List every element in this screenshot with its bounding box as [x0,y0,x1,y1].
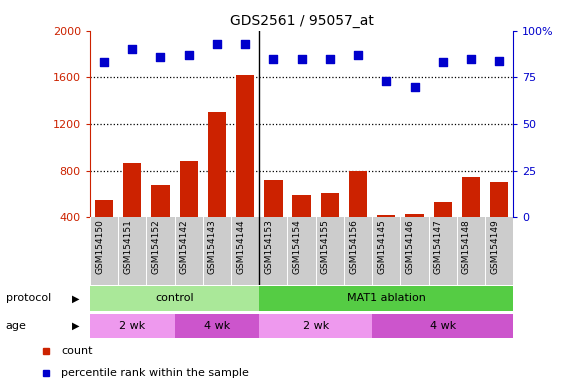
Text: control: control [155,293,194,303]
Point [325,56,335,62]
Bar [462,177,480,264]
Bar [292,195,311,264]
Text: GSM154152: GSM154152 [151,219,161,274]
Text: ▶: ▶ [72,321,79,331]
Text: GSM154144: GSM154144 [236,219,245,274]
Text: age: age [6,321,27,331]
Text: protocol: protocol [6,293,51,303]
Point [466,56,476,62]
Bar [490,182,508,264]
Bar [180,161,198,264]
Bar [434,202,452,264]
Bar [90,286,259,311]
Text: GSM154142: GSM154142 [180,219,189,274]
Bar [95,200,113,264]
Text: GSM154156: GSM154156 [349,219,358,274]
Point [297,56,306,62]
Bar [123,162,142,264]
Text: percentile rank within the sample: percentile rank within the sample [61,368,249,378]
Text: GSM154148: GSM154148 [462,219,471,274]
Text: GSM154153: GSM154153 [264,219,273,274]
Bar [259,286,513,311]
Text: GSM154151: GSM154151 [123,219,132,274]
Text: MAT1 ablation: MAT1 ablation [347,293,426,303]
Bar [349,170,367,264]
Text: GSM154149: GSM154149 [490,219,499,274]
Text: GSM154150: GSM154150 [95,219,104,274]
Text: count: count [61,346,92,356]
Point [495,58,504,64]
Bar [321,193,339,264]
Text: 2 wk: 2 wk [119,321,146,331]
Text: GSM154147: GSM154147 [434,219,443,274]
Text: 4 wk: 4 wk [430,321,456,331]
Bar [259,314,372,338]
Text: GSM154143: GSM154143 [208,219,217,274]
Bar [175,314,259,338]
Bar [264,180,282,264]
Text: GSM154145: GSM154145 [377,219,386,274]
Point [156,54,165,60]
Bar [372,314,513,338]
Bar [405,214,423,264]
Point [184,52,193,58]
Title: GDS2561 / 95057_at: GDS2561 / 95057_at [230,14,374,28]
Text: ▶: ▶ [72,293,79,303]
Point [269,56,278,62]
Text: GSM154155: GSM154155 [321,219,330,274]
Text: 2 wk: 2 wk [303,321,329,331]
Text: GSM154154: GSM154154 [292,219,302,274]
Point [438,60,447,66]
Bar [208,113,226,264]
Bar [236,75,254,264]
Bar [151,185,169,264]
Point [382,78,391,84]
Bar [377,215,396,264]
Point [128,46,137,53]
Text: 4 wk: 4 wk [204,321,230,331]
Point [212,41,222,47]
Point [353,52,362,58]
Point [99,60,108,66]
Point [241,41,250,47]
Bar [90,314,175,338]
Point [410,84,419,90]
Text: GSM154146: GSM154146 [405,219,415,274]
